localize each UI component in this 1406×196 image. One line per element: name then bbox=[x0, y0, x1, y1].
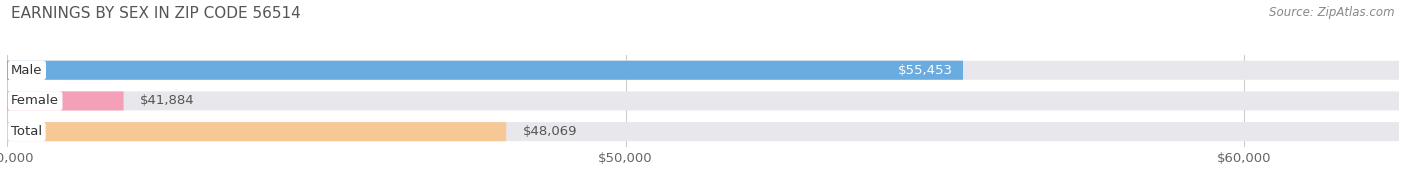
FancyBboxPatch shape bbox=[7, 122, 1399, 141]
FancyBboxPatch shape bbox=[7, 61, 963, 80]
Text: $48,069: $48,069 bbox=[523, 125, 578, 138]
FancyBboxPatch shape bbox=[7, 91, 124, 111]
Text: $55,453: $55,453 bbox=[898, 64, 953, 77]
Text: Male: Male bbox=[11, 64, 42, 77]
Text: Female: Female bbox=[11, 94, 59, 107]
Text: EARNINGS BY SEX IN ZIP CODE 56514: EARNINGS BY SEX IN ZIP CODE 56514 bbox=[11, 6, 301, 21]
Text: Total: Total bbox=[11, 125, 42, 138]
FancyBboxPatch shape bbox=[7, 61, 1399, 80]
FancyBboxPatch shape bbox=[7, 91, 1399, 111]
Text: $41,884: $41,884 bbox=[141, 94, 195, 107]
Text: Source: ZipAtlas.com: Source: ZipAtlas.com bbox=[1270, 6, 1395, 19]
FancyBboxPatch shape bbox=[7, 122, 506, 141]
